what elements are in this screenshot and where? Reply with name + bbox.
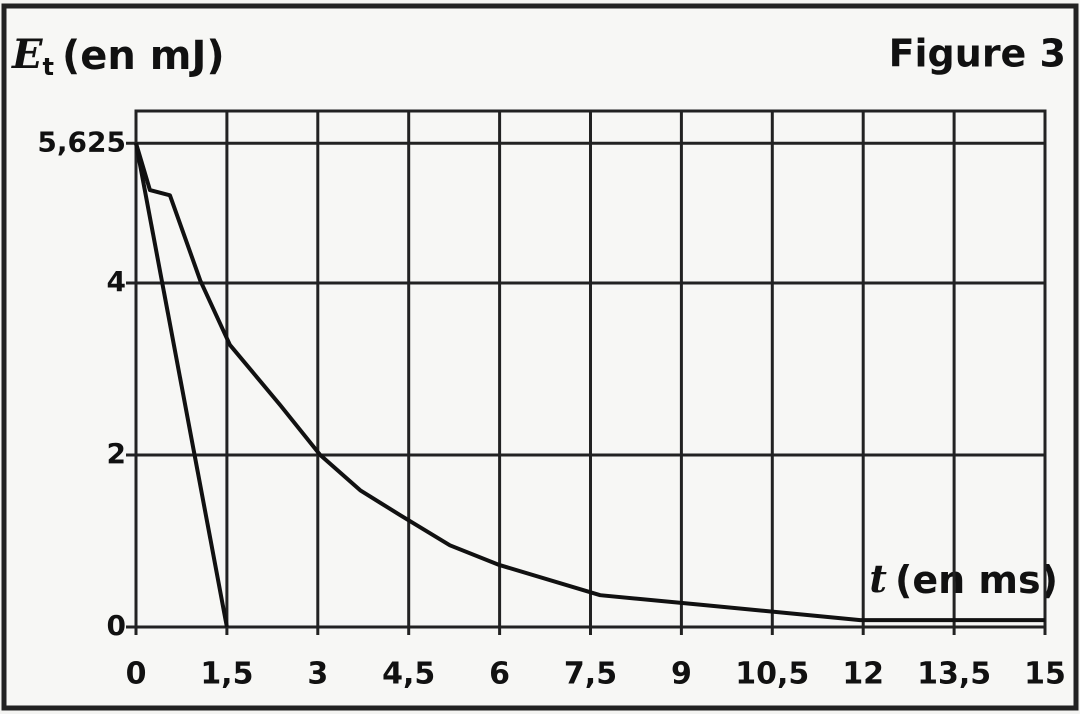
x-tick-label: 15 (1024, 657, 1066, 692)
figure-annotation: Figure 3 (889, 32, 1066, 76)
x-tick-label: 10,5 (735, 657, 809, 692)
frame (1, 3, 1079, 711)
y-axis-label: Et (en mJ) (11, 31, 225, 81)
y-tick-label: 2 (107, 437, 126, 470)
y-label-subscript: t (43, 53, 54, 81)
y-tick-label: 4 (107, 265, 126, 298)
y-label-unit: (en mJ) (62, 33, 225, 79)
x-label-unit: (en ms) (895, 558, 1058, 602)
data-line (134, 142, 229, 628)
x-tick-label: 4,5 (382, 657, 435, 692)
y-tick-label: 5,625 (37, 125, 126, 158)
data-line (134, 142, 1045, 623)
x-tick-label: 1,5 (200, 657, 253, 692)
y-tick-label: 0 (107, 609, 126, 642)
x-tick-label: 13,5 (917, 657, 991, 692)
x-axis-label: t (en ms) (869, 556, 1058, 602)
y-label-symbol: E (11, 31, 43, 78)
x-tick-label: 6 (489, 657, 510, 692)
x-tick-label: 9 (671, 657, 692, 692)
x-tick-label: 7,5 (564, 657, 617, 692)
x-tick-label: 12 (842, 657, 884, 692)
x-label-symbol: t (869, 556, 887, 601)
x-tick-label: 3 (307, 657, 328, 692)
x-tick-label: 0 (126, 657, 147, 692)
